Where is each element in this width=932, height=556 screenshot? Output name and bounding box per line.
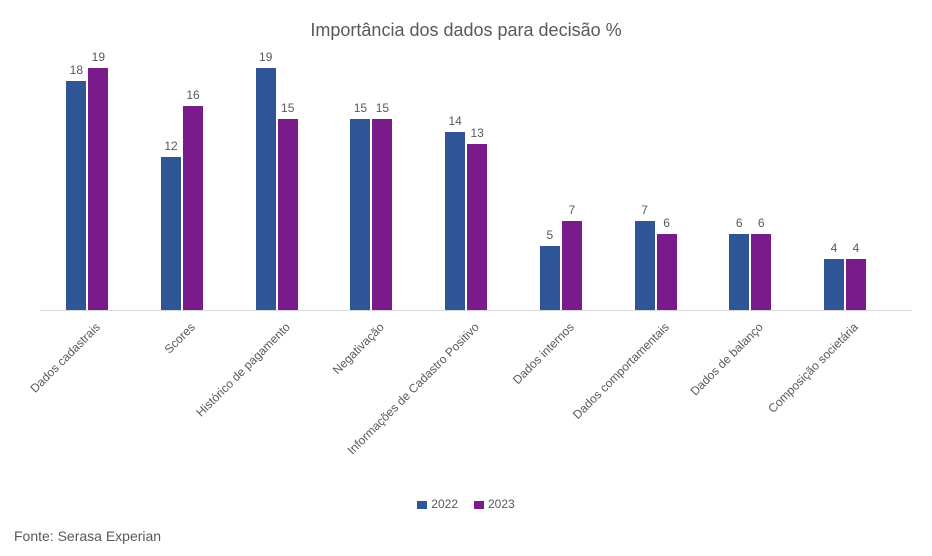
bar: 19 xyxy=(256,68,276,310)
bar-value-label: 12 xyxy=(161,139,181,153)
bar-value-label: 4 xyxy=(824,241,844,255)
legend-swatch xyxy=(474,501,484,509)
bar: 6 xyxy=(751,234,771,311)
bar-value-label: 15 xyxy=(372,101,392,115)
chart-container: Importância dos dados para decisão % 181… xyxy=(0,0,932,556)
bar: 19 xyxy=(88,68,108,310)
bar-value-label: 5 xyxy=(540,228,560,242)
category-label: Scores xyxy=(162,320,198,356)
bar-value-label: 4 xyxy=(846,241,866,255)
bar: 4 xyxy=(846,259,866,310)
category-label: Histórico de pagamento xyxy=(193,320,293,420)
bar-value-label: 6 xyxy=(729,216,749,230)
x-axis-baseline xyxy=(40,310,912,311)
category-label: Dados cadastrais xyxy=(28,320,103,395)
legend-swatch xyxy=(417,501,427,509)
chart-title: Importância dos dados para decisão % xyxy=(0,20,932,41)
bar: 6 xyxy=(657,234,677,311)
bar-value-label: 13 xyxy=(467,126,487,140)
bar-value-label: 19 xyxy=(88,50,108,64)
bar: 16 xyxy=(183,106,203,310)
bar-group: 1216 xyxy=(135,55,230,310)
bar: 15 xyxy=(372,119,392,310)
bar-group: 1819 xyxy=(40,55,135,310)
legend-label: 2022 xyxy=(431,497,458,511)
bar: 4 xyxy=(824,259,844,310)
bar-group: 1515 xyxy=(324,55,419,310)
bar: 13 xyxy=(467,144,487,310)
bar: 15 xyxy=(350,119,370,310)
bar: 7 xyxy=(635,221,655,310)
bar-group: 66 xyxy=(703,55,798,310)
bar-group: 57 xyxy=(514,55,609,310)
bar: 18 xyxy=(66,81,86,311)
bar-value-label: 14 xyxy=(445,114,465,128)
bar-group: 44 xyxy=(798,55,893,310)
bar: 12 xyxy=(161,157,181,310)
category-label: Dados comportamentais xyxy=(570,320,672,422)
bar-value-label: 15 xyxy=(278,101,298,115)
bar: 15 xyxy=(278,119,298,310)
bar-value-label: 6 xyxy=(657,216,677,230)
bar: 14 xyxy=(445,132,465,311)
bar-value-label: 15 xyxy=(350,101,370,115)
bar-value-label: 7 xyxy=(635,203,655,217)
legend-item: 2023 xyxy=(474,497,515,511)
bar: 5 xyxy=(540,246,560,310)
category-label: Dados internos xyxy=(510,320,577,387)
legend-item: 2022 xyxy=(417,497,458,511)
bar: 6 xyxy=(729,234,749,311)
source-label: Fonte: Serasa Experian xyxy=(14,528,161,544)
bar-value-label: 6 xyxy=(751,216,771,230)
legend: 2022 2023 xyxy=(0,497,932,511)
category-label: Composição societária xyxy=(765,320,861,416)
bar-group: 1915 xyxy=(229,55,324,310)
category-label: Negativação xyxy=(330,320,387,377)
legend-label: 2023 xyxy=(488,497,515,511)
bar-group: 76 xyxy=(608,55,703,310)
plot-area: 1819121619151515141357766644 xyxy=(40,55,892,310)
bar-value-label: 16 xyxy=(183,88,203,102)
bar-value-label: 18 xyxy=(66,63,86,77)
bar-value-label: 7 xyxy=(562,203,582,217)
bar-value-label: 19 xyxy=(256,50,276,64)
category-label: Dados de balanço xyxy=(688,320,766,398)
bar-group: 1413 xyxy=(419,55,514,310)
bar: 7 xyxy=(562,221,582,310)
